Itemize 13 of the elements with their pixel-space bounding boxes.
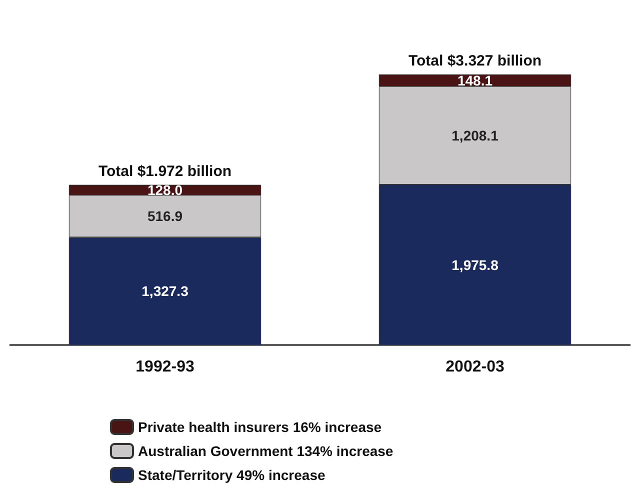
x-tick-label: 2002-03	[446, 358, 504, 376]
total-label: Total $3.327 billion	[408, 52, 542, 70]
legend-label: Private health insurers 16% increase	[138, 419, 382, 435]
data-label: 1,208.1	[452, 127, 499, 144]
data-label: 1,327.3	[142, 283, 189, 300]
total-label: Total $1.972 billion	[98, 162, 232, 180]
x-tick-label: 1992-93	[136, 358, 194, 376]
legend-label: State/Territory 49% increase	[138, 467, 326, 483]
legend-label: Australian Government 134% increase	[138, 443, 394, 459]
data-label: 1,975.8	[452, 256, 499, 273]
data-label: 516.9	[147, 208, 183, 224]
data-label: 128.0	[147, 182, 183, 198]
data-label: 148.1	[457, 72, 493, 88]
